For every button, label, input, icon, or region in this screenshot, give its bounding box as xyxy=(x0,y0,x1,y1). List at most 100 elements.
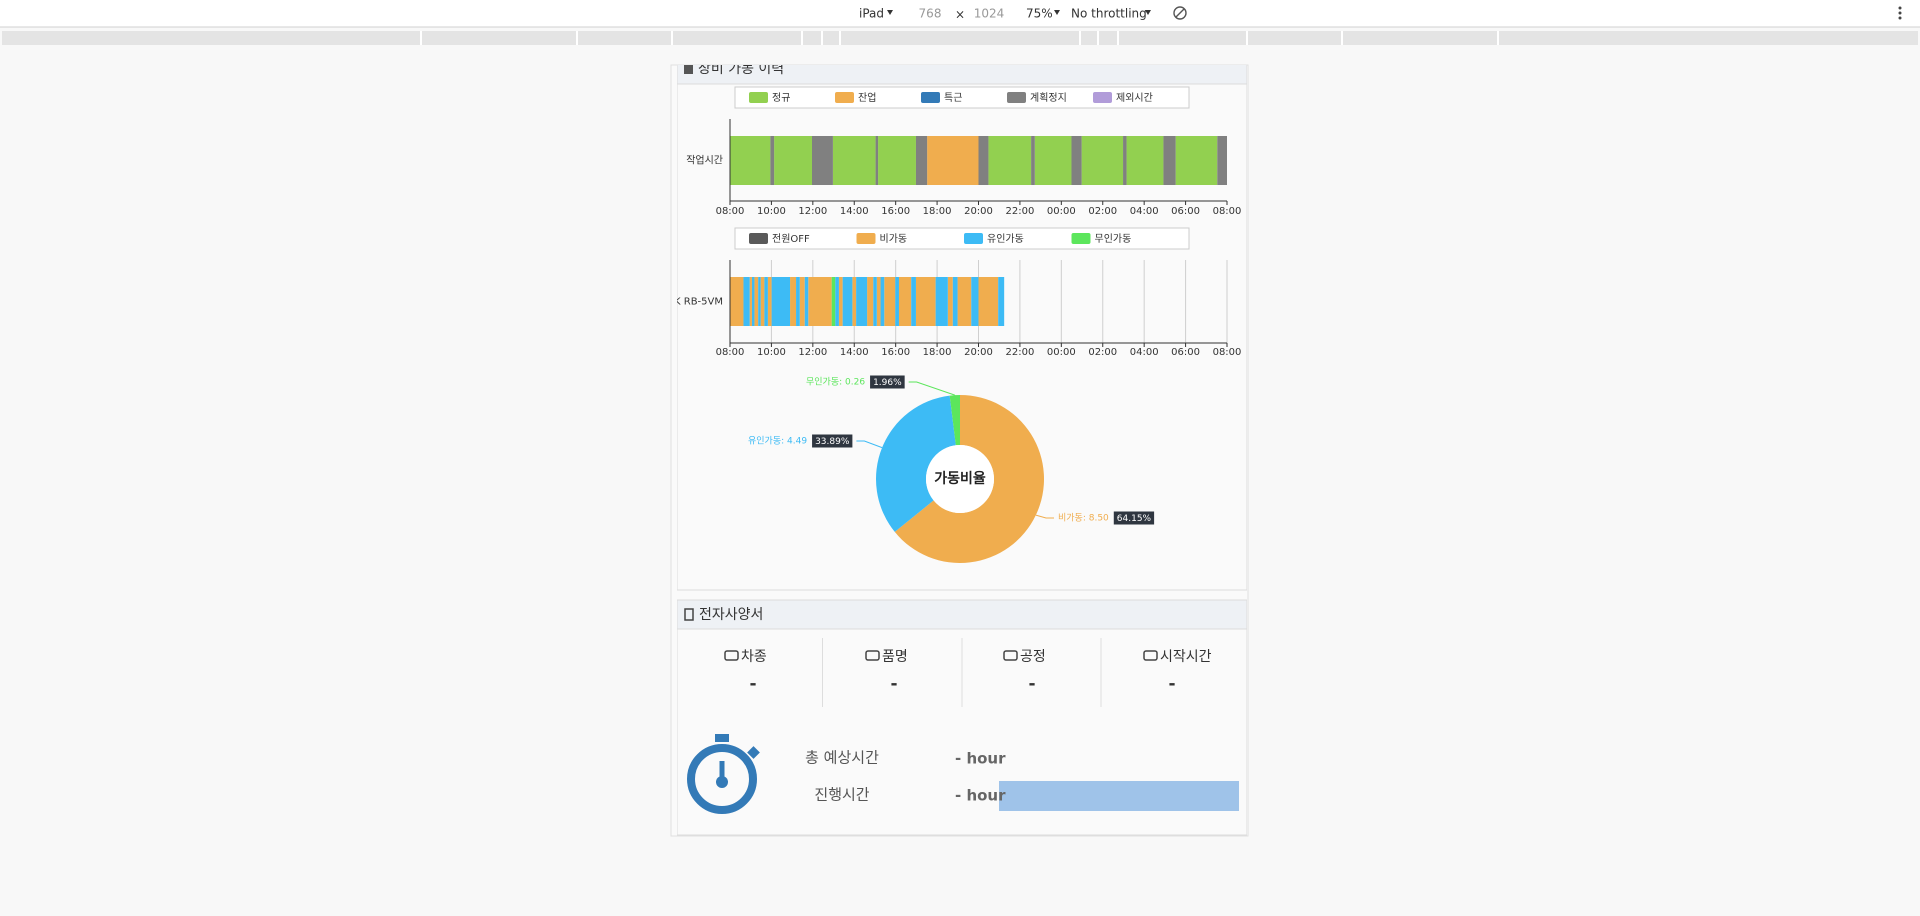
device-content: 장비 가동 이력 정규 잔업 특근 계획정지 제외시간 08:00 10:00 12:00 14… xyxy=(670,65,1247,836)
field-value: - xyxy=(890,674,897,694)
time-segment xyxy=(804,277,809,326)
donut-title: 가동비율 xyxy=(934,470,986,487)
times-sign: × xyxy=(955,8,965,22)
time-segment xyxy=(774,136,813,185)
time-segment xyxy=(730,136,771,185)
time-segment xyxy=(988,136,1032,185)
field-label: 시작시간 xyxy=(1160,649,1212,665)
x-tick-label: 18:00 xyxy=(923,347,952,358)
panel-icon xyxy=(684,65,693,74)
time-segment xyxy=(808,277,832,326)
y-category-label: JK RB-5VM xyxy=(670,297,723,308)
legend-label: 특근 xyxy=(944,92,962,104)
throttling-select[interactable]: No throttling xyxy=(1071,7,1147,21)
field-value: - xyxy=(1028,674,1035,694)
x-tick-label: 14:00 xyxy=(840,206,869,217)
field-label: 품명 xyxy=(882,649,908,665)
x-tick-label: 08:00 xyxy=(1213,206,1242,217)
time-segment xyxy=(764,277,768,326)
legend-label: 전원OFF xyxy=(772,233,810,245)
width-input[interactable]: 768 xyxy=(919,7,942,21)
time-segment xyxy=(799,277,805,326)
x-tick-label: 20:00 xyxy=(964,206,993,217)
time-segment xyxy=(749,277,752,326)
legend-label: 잔업 xyxy=(858,91,876,104)
x-tick-label: 10:00 xyxy=(757,347,786,358)
panel-header xyxy=(677,65,1247,85)
time-segment xyxy=(856,277,868,326)
x-tick-label: 06:00 xyxy=(1171,206,1200,217)
time-segment xyxy=(971,277,979,326)
y-category-label: 작업시간 xyxy=(686,154,723,167)
total-value: - hour xyxy=(955,750,1006,768)
time-segment xyxy=(876,277,881,326)
time-segment xyxy=(770,136,775,185)
x-tick-label: 10:00 xyxy=(757,206,786,217)
zoom-select[interactable]: 75% xyxy=(1026,7,1053,21)
legend-swatch xyxy=(921,92,940,103)
time-segment xyxy=(1217,136,1227,185)
time-segment xyxy=(867,277,874,326)
legend-swatch xyxy=(835,92,854,103)
rotate-button[interactable] xyxy=(1173,6,1187,20)
charts: 정규 잔업 특근 계획정지 제외시간 08:00 10:00 12:00 14:00 16:00 1… xyxy=(670,86,1242,564)
leader-line xyxy=(908,381,955,396)
time-segment xyxy=(1123,136,1127,185)
time-segment xyxy=(935,277,948,326)
more-menu[interactable] xyxy=(1898,6,1902,20)
time-segment xyxy=(1081,136,1124,185)
x-tick-label: 18:00 xyxy=(923,206,952,217)
panel-header xyxy=(677,599,1247,630)
total-label: 총 예상시간 xyxy=(805,749,879,767)
throttling-caret[interactable] xyxy=(1145,10,1151,15)
time-segment xyxy=(957,277,972,326)
field-icon xyxy=(1003,650,1018,661)
percent-badge xyxy=(812,434,853,448)
x-tick-label: 12:00 xyxy=(798,347,827,358)
progress-label: 진행시간 xyxy=(814,786,869,804)
legend-swatch xyxy=(749,92,768,103)
x-tick-label: 08:00 xyxy=(1213,347,1242,358)
legend-swatch xyxy=(1071,233,1091,244)
time-segment xyxy=(1163,136,1176,185)
x-tick-label: 00:00 xyxy=(1047,206,1076,217)
time-segment xyxy=(754,277,759,326)
time-segment xyxy=(838,277,843,326)
x-tick-label: 00:00 xyxy=(1047,347,1076,358)
time-segment xyxy=(915,136,928,185)
x-tick-label: 06:00 xyxy=(1171,347,1200,358)
time-segment xyxy=(1126,136,1164,185)
device-select[interactable]: iPad xyxy=(859,7,884,21)
spec-fields: 차종 - 품명 - 공정 - 시작시간 - xyxy=(724,638,1212,707)
percent-label: 64.15% xyxy=(1117,514,1152,524)
time-segment xyxy=(947,277,953,326)
time-segment xyxy=(998,277,1005,326)
x-tick-label: 14:00 xyxy=(840,347,869,358)
time-segment xyxy=(760,277,765,326)
time-segment xyxy=(1034,136,1072,185)
time-segment xyxy=(1071,136,1082,185)
panel-title: 전자사양서 xyxy=(699,607,763,623)
x-tick-label: 22:00 xyxy=(1006,206,1035,217)
time-segment xyxy=(730,277,744,326)
x-tick-label: 02:00 xyxy=(1088,347,1117,358)
panel-icon xyxy=(684,608,694,621)
x-tick-label: 02:00 xyxy=(1088,206,1117,217)
x-tick-label: 04:00 xyxy=(1130,206,1159,217)
time-segment xyxy=(911,277,916,326)
zoom-caret[interactable] xyxy=(1054,10,1060,15)
time-segment xyxy=(790,277,797,326)
media-query-bar xyxy=(2,31,1918,45)
toolbar xyxy=(0,0,1920,27)
time-segment xyxy=(978,136,989,185)
height-input[interactable]: 1024 xyxy=(974,7,1005,21)
legend-label: 제외시간 xyxy=(1116,92,1153,104)
time-segment xyxy=(796,277,800,326)
device-caret[interactable] xyxy=(887,10,893,15)
field-label: 차종 xyxy=(741,649,767,665)
time-segment xyxy=(875,136,879,185)
percent-label: 1.96% xyxy=(873,378,902,388)
leader-line xyxy=(1035,514,1054,519)
